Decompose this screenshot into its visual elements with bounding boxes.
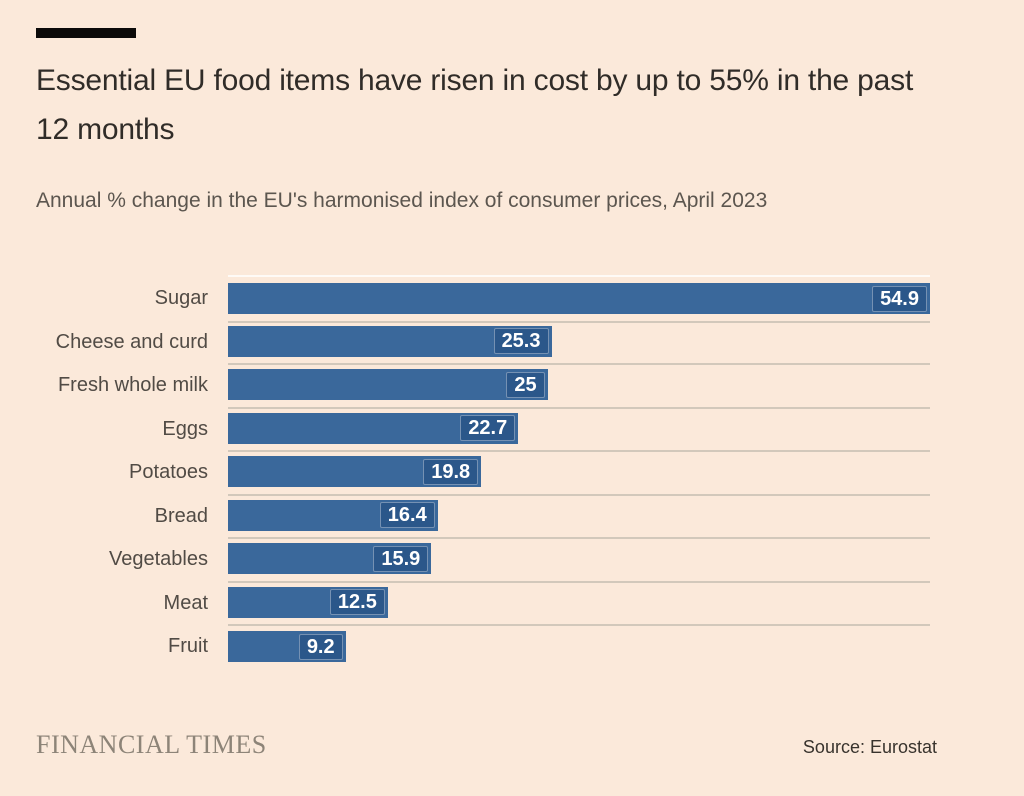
bar-track: 16.4 <box>228 494 930 539</box>
bar-row: Fresh whole milk 25 <box>36 363 930 409</box>
bar-value-label: 9.2 <box>298 633 343 660</box>
bar-row: Cheese and curd 25.3 <box>36 321 930 365</box>
category-label: Cheese and curd <box>55 330 208 353</box>
bar-track: 19.8 <box>228 450 930 496</box>
bar-row: Sugar 54.9 <box>36 275 930 323</box>
chart-title: Essential EU food items have risen in co… <box>36 64 914 146</box>
footer: FINANCIAL TIMES Source: Eurostat <box>36 730 937 760</box>
bar: 25.3 <box>228 325 552 357</box>
bar-track: 9.2 <box>228 625 930 669</box>
source-note: Source: Eurostat <box>802 737 937 757</box>
bar-track: 12.5 <box>228 581 930 626</box>
bar-track: 25 <box>228 363 930 409</box>
bar: 12.5 <box>228 586 388 618</box>
category-label: Vegetables <box>109 548 208 571</box>
bar-value-label: 25 <box>506 371 545 398</box>
category-label: Fruit <box>168 635 208 658</box>
bar-value-label: 16.4 <box>379 502 435 529</box>
bar-row: Potatoes 19.8 <box>36 450 930 496</box>
bar: 9.2 <box>228 631 346 663</box>
category-label: Potatoes <box>129 461 208 484</box>
bar: 22.7 <box>228 412 519 444</box>
bar: 19.8 <box>228 456 482 488</box>
bar: 16.4 <box>228 499 438 531</box>
bar-value-label: 15.9 <box>373 545 429 572</box>
bar-value-label: 54.9 <box>872 285 927 312</box>
bar-value-label: 22.7 <box>460 415 516 442</box>
bar-track: 25.3 <box>228 320 930 365</box>
bar-row: Vegetables 15.9 <box>36 537 930 583</box>
bar: 25 <box>228 369 548 401</box>
category-label: Fresh whole milk <box>57 374 208 397</box>
bar-value-label: 25.3 <box>493 328 549 355</box>
category-label: Eggs <box>162 417 208 440</box>
bar: 54.9 <box>228 283 930 315</box>
bar-value-label: 12.5 <box>329 589 385 616</box>
bar: 15.9 <box>228 543 432 575</box>
bar-track: 15.9 <box>228 537 930 583</box>
category-label: Bread <box>154 504 208 527</box>
chart-subtitle: Annual % change in the EU's harmonised i… <box>36 189 768 212</box>
category-label: Sugar <box>154 287 208 310</box>
horizontal-bar-chart: Sugar 54.9 Cheese and curd 25.3 Fresh wh… <box>36 275 930 669</box>
bar-row: Bread 16.4 <box>36 495 930 539</box>
bar-track: 22.7 <box>228 407 930 452</box>
ft-top-rule <box>36 28 136 38</box>
bar-track: 54.9 <box>228 275 930 323</box>
bar-row: Fruit 9.2 <box>36 625 930 669</box>
category-label: Meat <box>163 591 208 614</box>
bar-row: Eggs 22.7 <box>36 408 930 452</box>
bar-value-label: 19.8 <box>423 458 479 485</box>
financial-times-logo: FINANCIAL TIMES <box>36 730 267 759</box>
bar-row: Meat 12.5 <box>36 582 930 626</box>
